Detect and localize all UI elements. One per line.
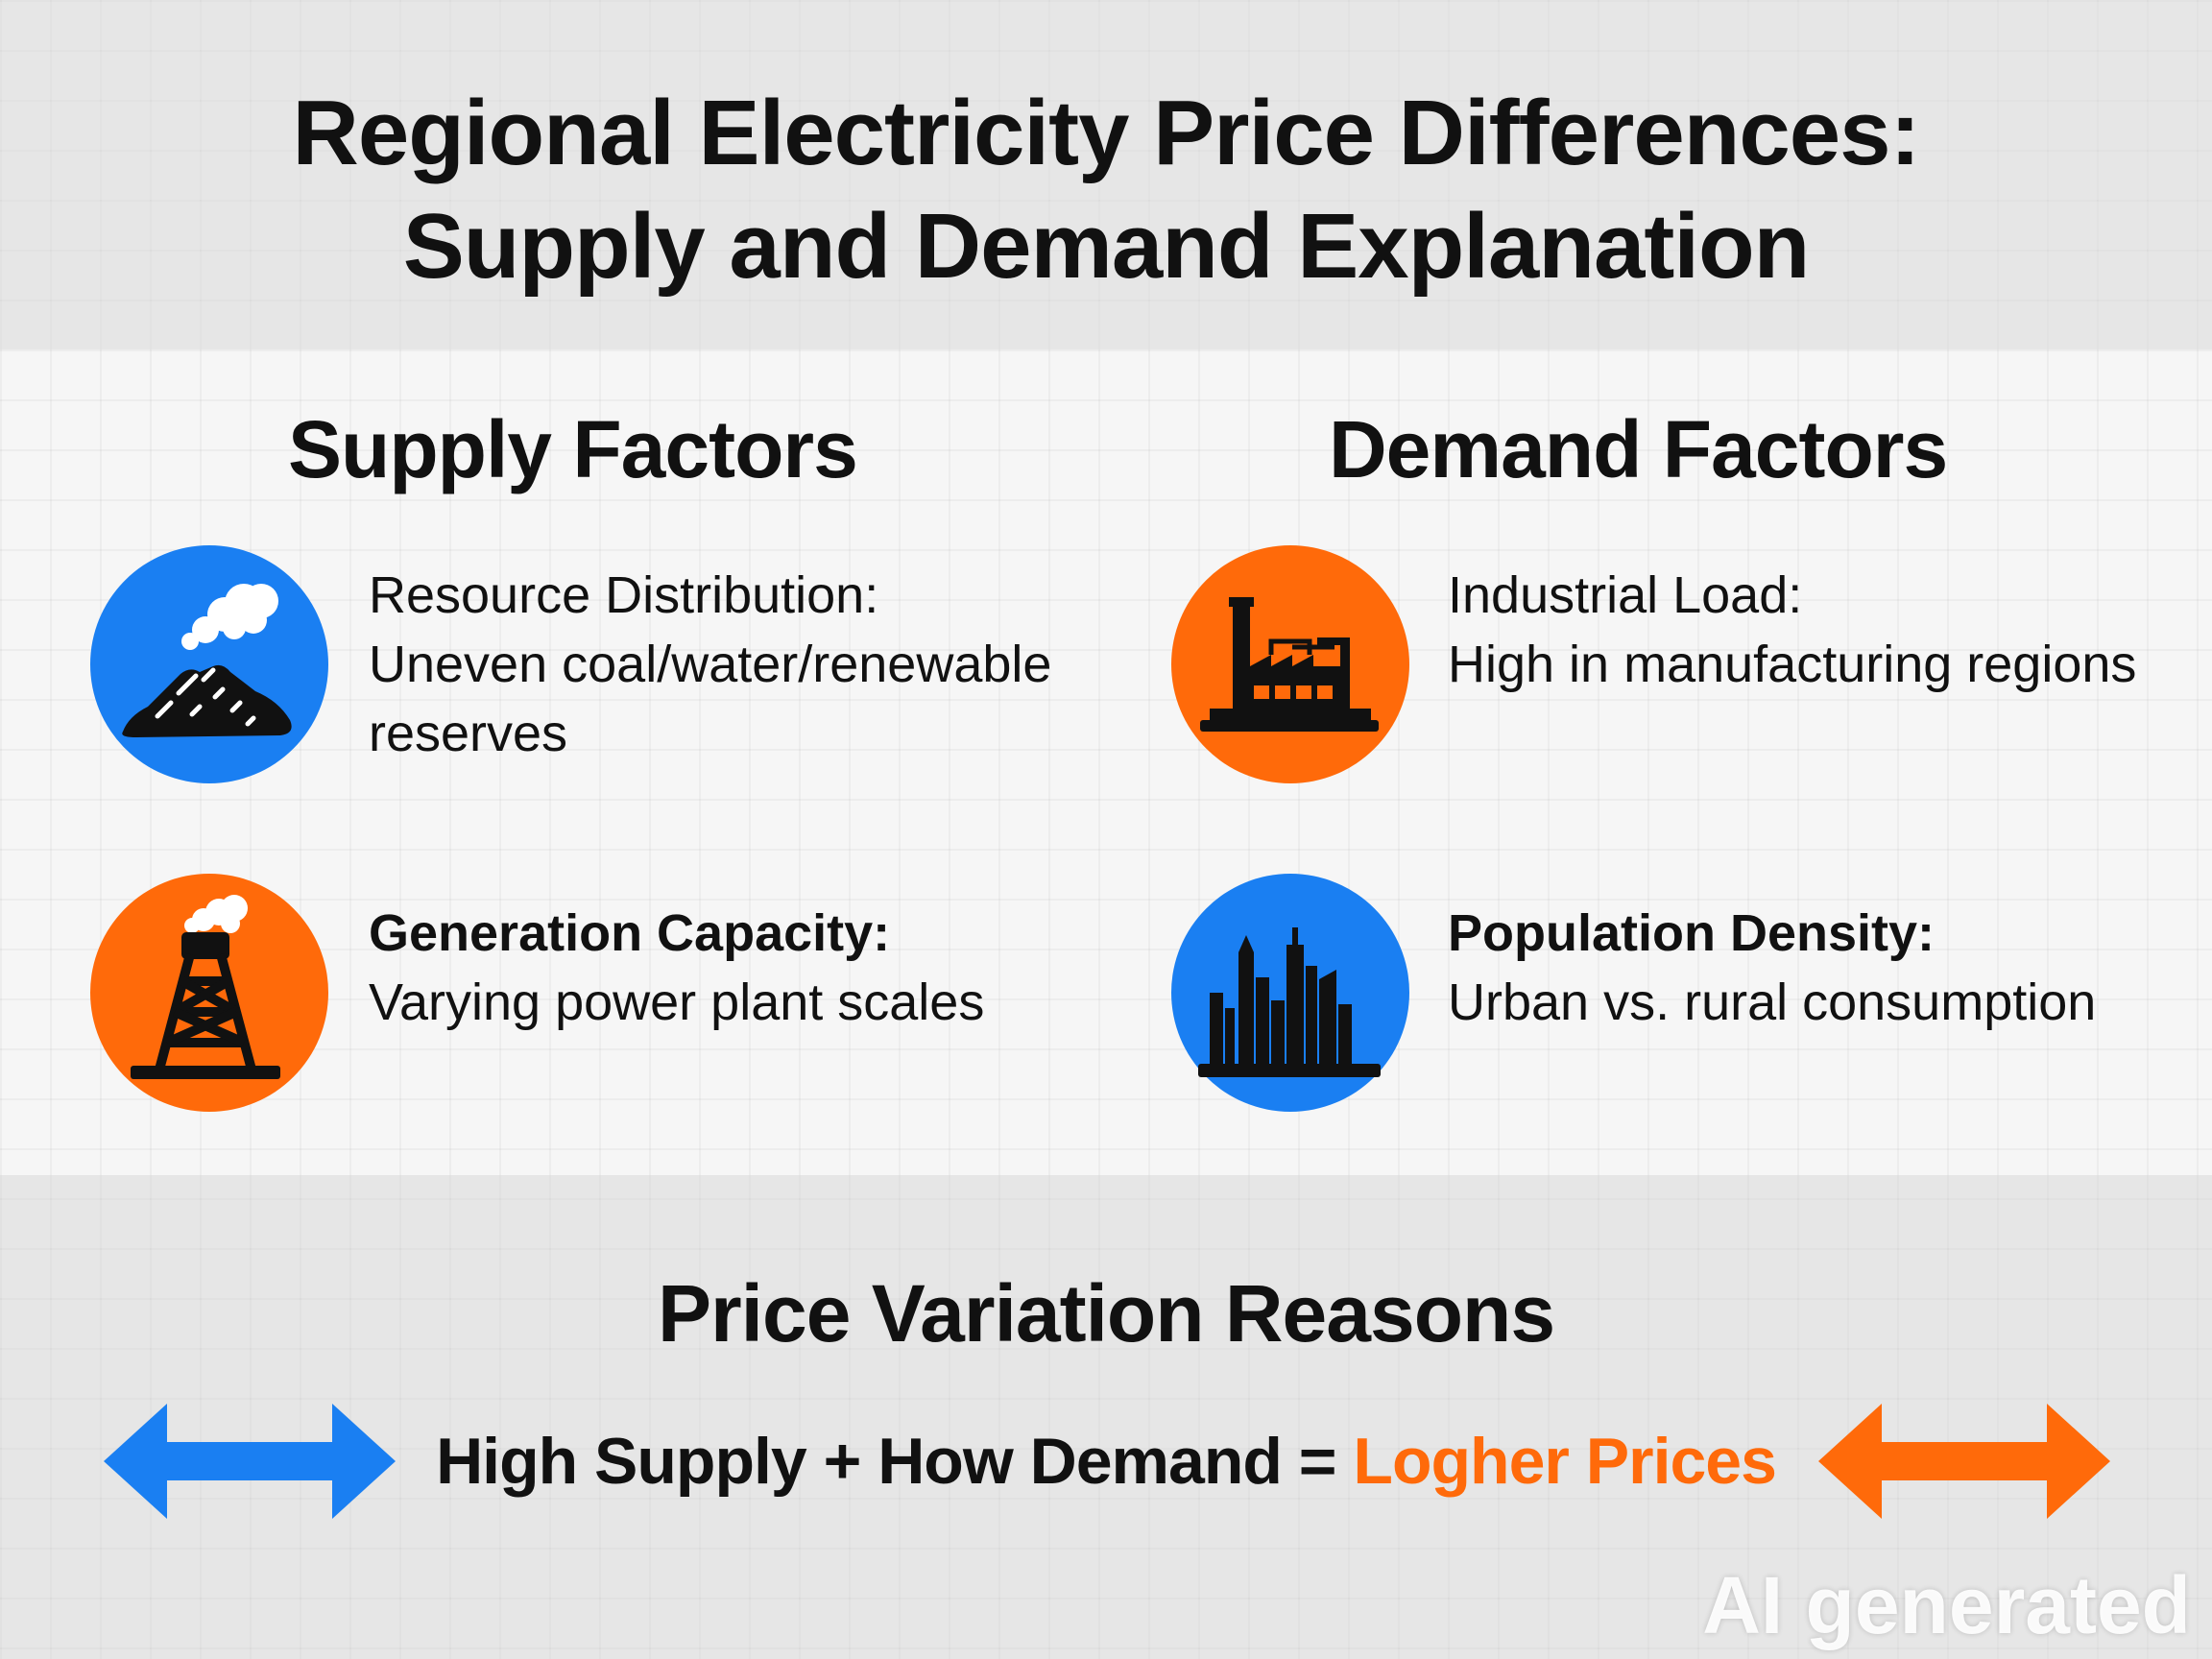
factory-icon [1171,545,1409,783]
page-title: Regional Electricity Price Differences: … [0,77,2212,303]
population-density-text: Population Density: Urban vs. rural cons… [1448,899,2096,1037]
resource-distribution-desc-line-1: Uneven coal/water/renewable [369,636,1052,693]
double-arrow-icon [104,1404,396,1524]
city-skyline-icon [1171,874,1409,1112]
double-arrow-icon [1818,1404,2110,1524]
resource-distribution-title: Resource Distribution: [369,566,879,624]
generation-capacity-title: Generation Capacity: [369,904,891,962]
factors-band [0,349,2212,1175]
page-title-line-1: Regional Electricity Price Differences: [292,82,1921,184]
industrial-load-title: Industrial Load: [1448,566,1803,624]
population-density-desc: Urban vs. rural consumption [1448,974,2097,1031]
price-equation-left: High Supply + How Demand = [436,1425,1354,1498]
industrial-load-desc: High in manufacturing regions [1448,636,2137,693]
supply-factors-heading: Supply Factors [288,404,858,494]
price-equation-result: Logher Prices [1353,1425,1776,1498]
industrial-load-text: Industrial Load: High in manufacturing r… [1448,561,2136,699]
generation-capacity-desc: Varying power plant scales [369,974,985,1031]
price-equation: High Supply + How Demand = Logher Prices [0,1413,2212,1509]
ai-generated-watermark: AI generated [1702,1560,2191,1650]
coal-pile-smoke-icon [90,545,328,783]
demand-factors-heading: Demand Factors [1329,404,1948,494]
power-tower-smoke-icon [90,874,328,1112]
resource-distribution-text: Resource Distribution: Uneven coal/water… [369,561,1051,768]
reasons-band [0,1175,2212,1659]
generation-capacity-text: Generation Capacity: Varying power plant… [369,899,984,1037]
population-density-title: Population Density: [1448,904,1936,962]
page-title-line-2: Supply and Demand Explanation [402,195,1811,298]
title-band [0,0,2212,349]
resource-distribution-desc-line-2: reserves [369,705,568,762]
price-variation-reasons-heading: Price Variation Reasons [657,1268,1555,1358]
